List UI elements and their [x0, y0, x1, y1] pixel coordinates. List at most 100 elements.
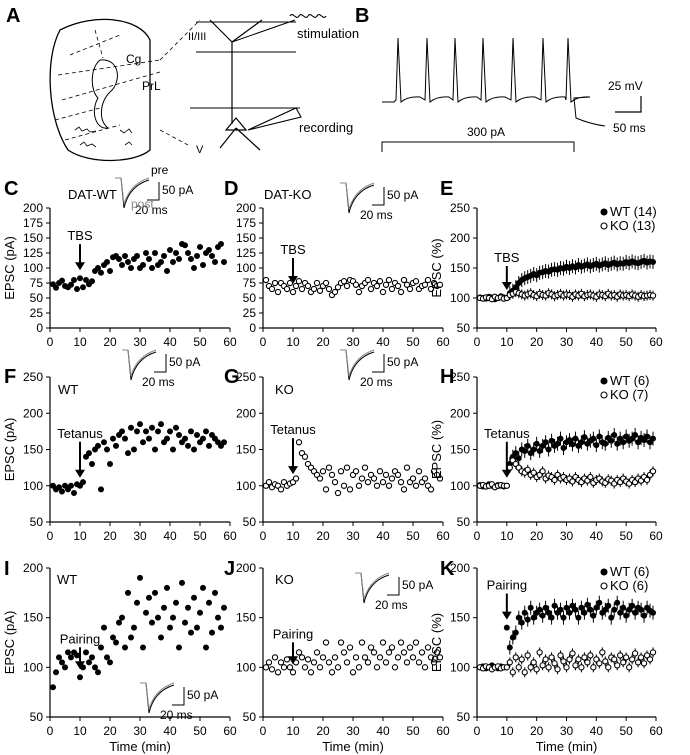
data-point — [572, 662, 579, 669]
data-point — [536, 447, 543, 454]
epsc-trace-post — [115, 177, 150, 205]
data-point — [319, 468, 327, 475]
data-point — [292, 282, 300, 290]
epsc-trace-pre — [115, 177, 150, 209]
data-point — [208, 629, 215, 636]
inset-scalebar — [147, 182, 160, 201]
data-point — [151, 446, 158, 453]
y-tick-label: 150 — [450, 261, 470, 275]
y-axis-label: EPSC (%) — [429, 420, 444, 479]
annotation-label: TBS — [67, 228, 93, 243]
data-point — [605, 602, 612, 609]
panel-label: DAT-KO — [264, 187, 311, 202]
inset-post-label: post — [131, 197, 154, 211]
data-point — [169, 258, 176, 265]
data-point — [349, 669, 357, 676]
data-point — [130, 446, 137, 453]
data-point — [518, 619, 525, 626]
data-point — [83, 649, 90, 656]
data-point — [316, 664, 324, 671]
data-point — [193, 624, 200, 631]
data-point — [122, 644, 129, 651]
inset-scalebar — [387, 577, 400, 596]
data-point — [643, 476, 651, 484]
data-point — [104, 446, 111, 453]
panel-letter: E — [440, 178, 453, 200]
data-point — [175, 644, 182, 651]
data-point — [184, 249, 191, 256]
annotation-label: Pairing — [487, 578, 527, 593]
data-point — [319, 654, 327, 661]
data-point — [575, 614, 582, 621]
data-point — [208, 252, 215, 259]
data-point — [436, 654, 444, 661]
x-tick-label: 0 — [260, 335, 267, 349]
data-point — [509, 634, 516, 641]
data-point — [385, 649, 393, 656]
data-point — [148, 619, 155, 626]
data-point — [515, 455, 522, 462]
x-tick-label: 0 — [474, 529, 481, 543]
data-point — [542, 439, 549, 446]
inset-ms-label: 20 ms — [135, 203, 168, 217]
data-point — [352, 468, 360, 475]
data-point — [593, 442, 600, 449]
data-point — [160, 252, 167, 259]
data-point — [506, 464, 513, 471]
inset-scalebar — [372, 187, 385, 206]
legend-marker — [600, 208, 608, 216]
data-point — [542, 604, 549, 611]
x-axis-label: Time (min) — [322, 739, 384, 754]
data-point — [89, 460, 96, 467]
data-point — [136, 574, 143, 581]
data-point — [56, 654, 63, 661]
x-tick-label: 20 — [316, 529, 330, 543]
data-point — [274, 669, 282, 676]
y-tick-label: 100 — [236, 660, 256, 674]
data-point — [127, 424, 134, 431]
y-tick-label: 75 — [30, 276, 44, 290]
data-point — [373, 482, 381, 489]
y-tick-label: 250 — [236, 370, 256, 384]
data-point — [217, 240, 224, 247]
data-point — [650, 258, 657, 265]
arrow-head — [75, 661, 85, 670]
data-point — [412, 278, 420, 285]
data-point — [160, 604, 167, 611]
x-tick-label: 50 — [406, 335, 420, 349]
data-point — [181, 435, 188, 442]
data-point — [379, 639, 387, 646]
data-point — [388, 475, 396, 482]
data-point — [587, 606, 594, 613]
panel-h: H 50 100 150 200 250 0 10 20 30 40 50 60 EPSC (%) Teta… — [429, 366, 663, 543]
label-recording: recording — [299, 120, 353, 135]
y-tick-label: 100 — [23, 261, 43, 275]
data-point — [611, 606, 618, 613]
data-point — [503, 664, 510, 671]
data-point — [373, 664, 381, 671]
annotation-label: Pairing — [60, 631, 100, 646]
data-point — [605, 664, 612, 671]
data-point — [640, 660, 648, 667]
legend-marker — [600, 377, 608, 385]
data-point — [521, 609, 528, 616]
data-point — [181, 242, 188, 249]
label-stimulation: stimulation — [297, 26, 359, 41]
y-tick-label: 250 — [23, 370, 43, 384]
x-axis-label: Time (min) — [536, 739, 598, 754]
data-point — [95, 264, 102, 271]
x-tick-label: 30 — [346, 724, 360, 738]
data-point — [370, 475, 378, 482]
data-point — [436, 281, 444, 288]
arrow-head — [501, 611, 512, 620]
data-point — [506, 659, 513, 666]
data-point — [295, 278, 303, 285]
data-point — [557, 435, 564, 442]
data-point — [421, 281, 429, 288]
arrow-head — [75, 262, 85, 271]
y-tick-label: 150 — [236, 443, 256, 457]
y-axis-label: EPSC (%) — [429, 238, 444, 297]
x-tick-label: 40 — [163, 724, 177, 738]
x-tick-label: 10 — [286, 724, 300, 738]
x-tick-label: 50 — [619, 335, 633, 349]
